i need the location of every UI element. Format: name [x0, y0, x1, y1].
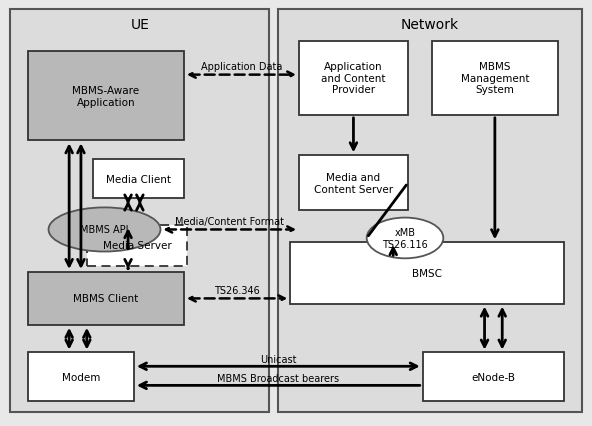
Text: Media/Content Format: Media/Content Format [175, 216, 284, 227]
Bar [278, 10, 582, 412]
Text: BMSC: BMSC [412, 268, 442, 278]
Text: Application
and Content
Provider: Application and Content Provider [321, 62, 386, 95]
Bar [87, 226, 187, 266]
Text: Media Client: Media Client [106, 174, 171, 184]
Text: MBMS
Management
System: MBMS Management System [461, 62, 529, 95]
Text: MBMS API: MBMS API [81, 225, 128, 235]
Text: Modem: Modem [62, 372, 100, 382]
Text: Unicast: Unicast [260, 354, 297, 364]
Text: Application Data: Application Data [201, 62, 282, 72]
Bar [10, 10, 269, 412]
Bar [28, 353, 134, 401]
Bar [299, 42, 408, 115]
Bar [93, 160, 184, 198]
Text: Network: Network [401, 18, 459, 32]
Ellipse shape [366, 218, 443, 259]
Bar [423, 353, 564, 401]
Bar [28, 52, 184, 141]
Text: Media Server: Media Server [102, 241, 171, 251]
Text: MBMS Client: MBMS Client [73, 294, 139, 304]
Text: eNode-B: eNode-B [471, 372, 516, 382]
Text: MBMS-Aware
Application: MBMS-Aware Application [72, 86, 140, 107]
Text: MBMS Broadcast bearers: MBMS Broadcast bearers [217, 373, 339, 383]
Text: UE: UE [130, 18, 149, 32]
Text: TS26.346: TS26.346 [214, 285, 260, 295]
Bar [28, 272, 184, 325]
Bar [432, 42, 558, 115]
Bar [290, 243, 564, 304]
Text: Media and
Content Server: Media and Content Server [314, 173, 393, 194]
Bar [299, 156, 408, 211]
Ellipse shape [49, 208, 160, 252]
Text: xMB
TS26.116: xMB TS26.116 [382, 227, 428, 249]
